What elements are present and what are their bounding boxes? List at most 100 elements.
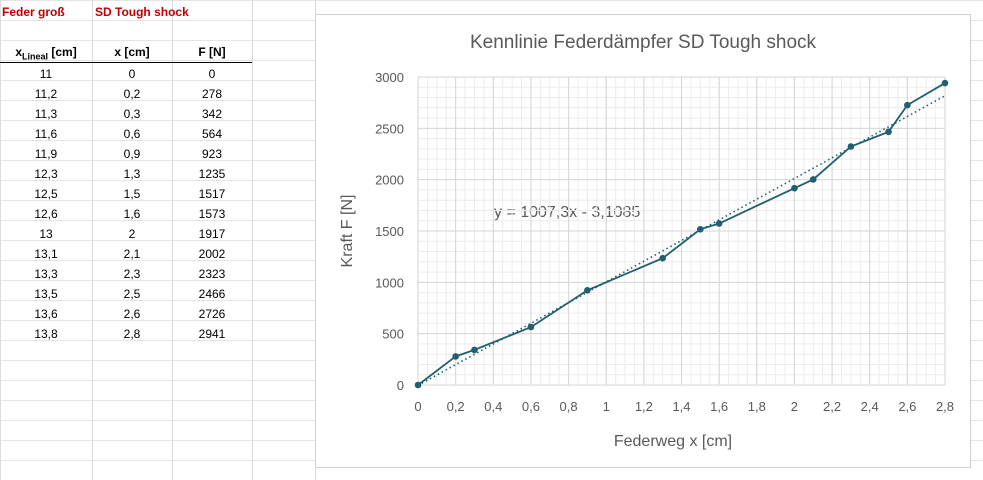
x-tick-label: 0,2 [447,399,465,414]
cell-feder-label[interactable]: Feder groß [2,5,65,19]
data-point[interactable] [414,381,422,389]
y-tick-label: 1500 [375,224,404,239]
table-cell-f[interactable]: 923 [201,147,223,161]
table-cell-xl[interactable]: 13,5 [34,287,58,301]
header-x-lineal-unit: [cm] [48,45,77,59]
table-cell-xl[interactable]: 13 [39,227,53,241]
x-tick-label: 0,8 [560,399,578,414]
table-cell-f[interactable]: 564 [201,127,223,141]
data-point[interactable] [809,176,817,183]
table-cell-x[interactable]: 2,6 [123,307,141,321]
x-tick-label: 2,8 [936,399,954,414]
table-cell-x[interactable]: 1,3 [123,167,141,181]
data-point[interactable] [715,220,723,227]
data-point[interactable] [452,353,459,360]
data-point[interactable] [791,184,798,192]
table-cell-x[interactable]: 1,6 [123,207,141,221]
table-cell-xl[interactable]: 11,9 [34,147,58,161]
table-cell-xl[interactable]: 11,2 [34,87,58,101]
x-tick-label: 2,2 [823,399,841,414]
table-cell-x[interactable]: 0,2 [123,87,141,101]
table-cell-f[interactable]: 1235 [198,167,226,181]
table-cell-x[interactable]: 0,9 [123,147,141,161]
y-tick-label: 3000 [375,70,404,85]
table-cell-xl[interactable]: 11,3 [34,107,58,121]
x-tick-label: 0 [414,399,421,414]
table-cell-f[interactable]: 2941 [198,327,226,341]
chart-area[interactable]: Kennlinie Federdämpfer SD Tough shock Fe… [315,14,971,468]
series-line [417,82,946,386]
header-x-lineal[interactable]: xLineal [cm] [0,42,92,62]
y-tick-label: 2500 [375,121,404,136]
chart-series [414,79,949,389]
data-point[interactable] [659,254,666,262]
data-point[interactable] [885,128,892,136]
table-cell-xl[interactable]: 13,6 [34,307,58,321]
table-cell-x[interactable]: 2,3 [123,267,141,281]
data-point[interactable] [941,79,949,87]
data-point[interactable] [471,346,478,354]
data-point[interactable] [584,286,591,294]
table-cell-f[interactable]: 2466 [198,287,226,301]
table-cell-x[interactable]: 2,8 [123,327,141,341]
table-cell-f[interactable]: 1917 [198,227,226,241]
x-tick-label: 1,8 [748,399,766,414]
y-tick-label: 1000 [375,275,404,290]
y-tick-label: 2000 [375,173,404,188]
data-point[interactable] [697,225,704,233]
trendline-equation: y = 1007,3x - 3,1085 [494,204,640,221]
x-tick-label: 1,2 [635,399,653,414]
data-point[interactable] [847,143,855,150]
x-tick-label: 1,4 [672,399,690,414]
table-cell-xl[interactable]: 11,6 [34,127,58,141]
table-cell-xl[interactable]: 13,8 [34,327,58,341]
sheet-column-line [172,0,173,480]
x-tick-label: 2 [791,399,798,414]
table-cell-f[interactable]: 1573 [198,207,226,221]
x-tick-label: 0,6 [522,399,540,414]
chart-grid [417,76,946,386]
x-tick-label: 2,4 [861,399,879,414]
table-cell-xl[interactable]: 12,6 [34,207,58,221]
data-point[interactable] [904,101,911,109]
table-cell-f[interactable]: 0 [208,67,216,81]
x-tick-label: 1,6 [710,399,728,414]
table-cell-f[interactable]: 1517 [198,187,226,201]
table-cell-f[interactable]: 2323 [198,267,226,281]
table-cell-x[interactable]: 2,1 [123,247,141,261]
table-cell-x[interactable]: 0 [128,67,136,81]
header-underline [0,62,252,63]
data-point[interactable] [527,323,535,331]
x-axis-title: Federweg x [cm] [614,433,732,450]
x-tick-label: 2,6 [898,399,916,414]
x-tick-label: 0,4 [484,399,502,414]
cell-model-label[interactable]: SD Tough shock [95,5,189,19]
y-tick-label: 0 [397,378,404,393]
table-cell-xl[interactable]: 11 [39,67,53,81]
table-cell-x[interactable]: 0,6 [123,127,141,141]
header-x[interactable]: x [cm] [114,45,150,59]
table-cell-f[interactable]: 342 [201,107,223,121]
header-x-lineal-main: x [15,45,22,59]
table-cell-xl[interactable]: 13,1 [34,247,58,261]
y-tick-label: 500 [382,327,404,342]
table-cell-xl[interactable]: 12,5 [34,187,58,201]
table-cell-f[interactable]: 278 [201,87,223,101]
table-cell-f[interactable]: 2002 [198,247,226,261]
sheet-column-line [252,0,253,480]
table-cell-x[interactable]: 2,5 [123,287,141,301]
table-cell-x[interactable]: 2 [128,227,136,241]
header-x-lineal-sub: Lineal [22,51,49,62]
table-cell-xl[interactable]: 12,3 [34,167,58,181]
header-f[interactable]: F [N] [198,45,226,59]
chart-ticks: 0 0,2 0,4 0,6 0,8 1 1,2 1,4 1,6 1,8 2 2,2 2,4 2,6 2,8 0… [375,70,954,414]
chart-title: Kennlinie Federdämpfer SD Tough shock [470,32,817,53]
x-tick-label: 1 [603,399,610,414]
table-cell-x[interactable]: 0,3 [123,107,141,121]
chart-svg: Kennlinie Federdämpfer SD Tough shock Fe… [339,32,954,450]
y-axis-title: Kraft F [N] [339,195,356,268]
table-cell-xl[interactable]: 13,3 [34,267,58,281]
table-cell-f[interactable]: 2726 [198,307,226,321]
table-cell-x[interactable]: 1,5 [123,187,141,201]
sheet-column-line [92,0,93,480]
